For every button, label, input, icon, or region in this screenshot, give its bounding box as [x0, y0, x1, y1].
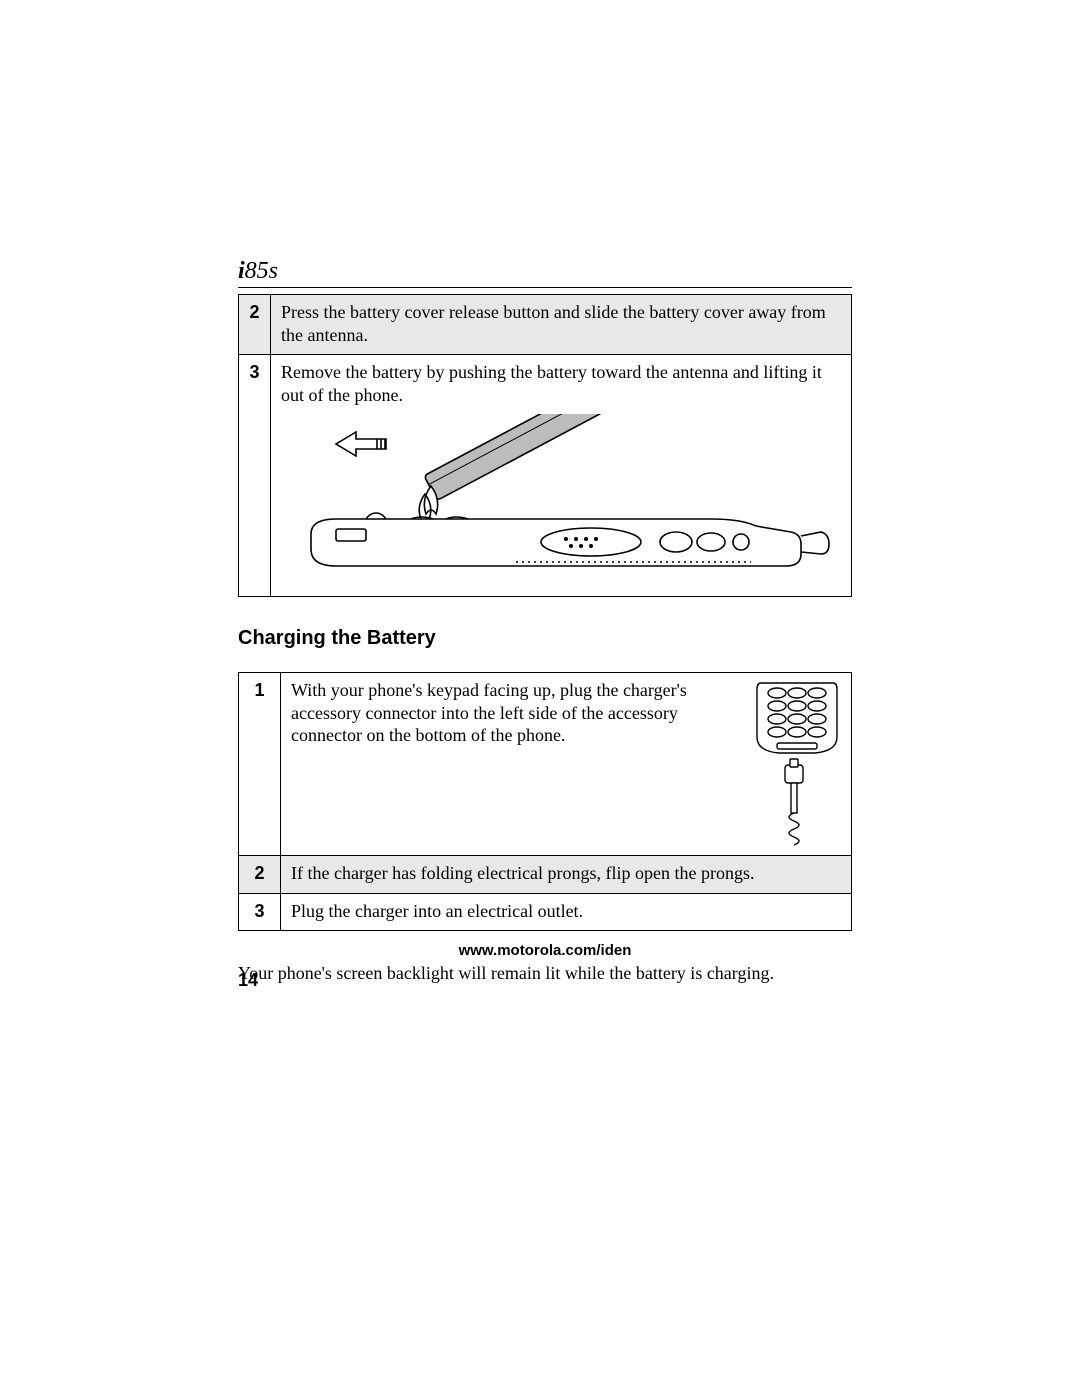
- step-cell: With your phone's keypad facing up, plug…: [281, 673, 852, 856]
- table-row: 3 Plug the charger into an electrical ou…: [239, 893, 852, 931]
- manual-page: i85s 2 Press the battery cover release b…: [238, 258, 852, 985]
- phone-battery-illustration: [281, 414, 841, 584]
- step-number: 3: [239, 355, 271, 597]
- model-prefix: i: [238, 258, 245, 284]
- step-text: With your phone's keypad facing up, plug…: [291, 679, 735, 747]
- step-number: 3: [239, 893, 281, 931]
- table-row: 3 Remove the battery by pushing the batt…: [239, 355, 852, 597]
- section-heading-charging: Charging the Battery: [238, 627, 852, 650]
- model-number: 85s: [245, 258, 278, 284]
- charging-note: Your phone's screen backlight will remai…: [238, 961, 852, 985]
- charging-table: 1 With your phone's keypad facing up, pl…: [238, 672, 852, 931]
- battery-removal-table: 2 Press the battery cover release button…: [238, 294, 852, 597]
- table-row: 2 Press the battery cover release button…: [239, 295, 852, 355]
- table-row: 2 If the charger has folding electrical …: [239, 856, 852, 894]
- step-number: 2: [239, 856, 281, 894]
- page-number: 14: [238, 970, 258, 991]
- step-text: Plug the charger into an electrical outl…: [281, 893, 852, 931]
- footer-url: www.motorola.com/iden: [238, 942, 852, 959]
- keypad-charger-illustration: [753, 679, 841, 847]
- step-number: 1: [239, 673, 281, 856]
- step-text: Press the battery cover release button a…: [271, 295, 852, 355]
- step-text: If the charger has folding electrical pr…: [281, 856, 852, 894]
- model-header: i85s: [238, 258, 852, 288]
- step-text: Remove the battery by pushing the batter…: [281, 361, 841, 406]
- table-row: 1 With your phone's keypad facing up, pl…: [239, 673, 852, 856]
- step-cell: Remove the battery by pushing the batter…: [271, 355, 852, 597]
- step-number: 2: [239, 295, 271, 355]
